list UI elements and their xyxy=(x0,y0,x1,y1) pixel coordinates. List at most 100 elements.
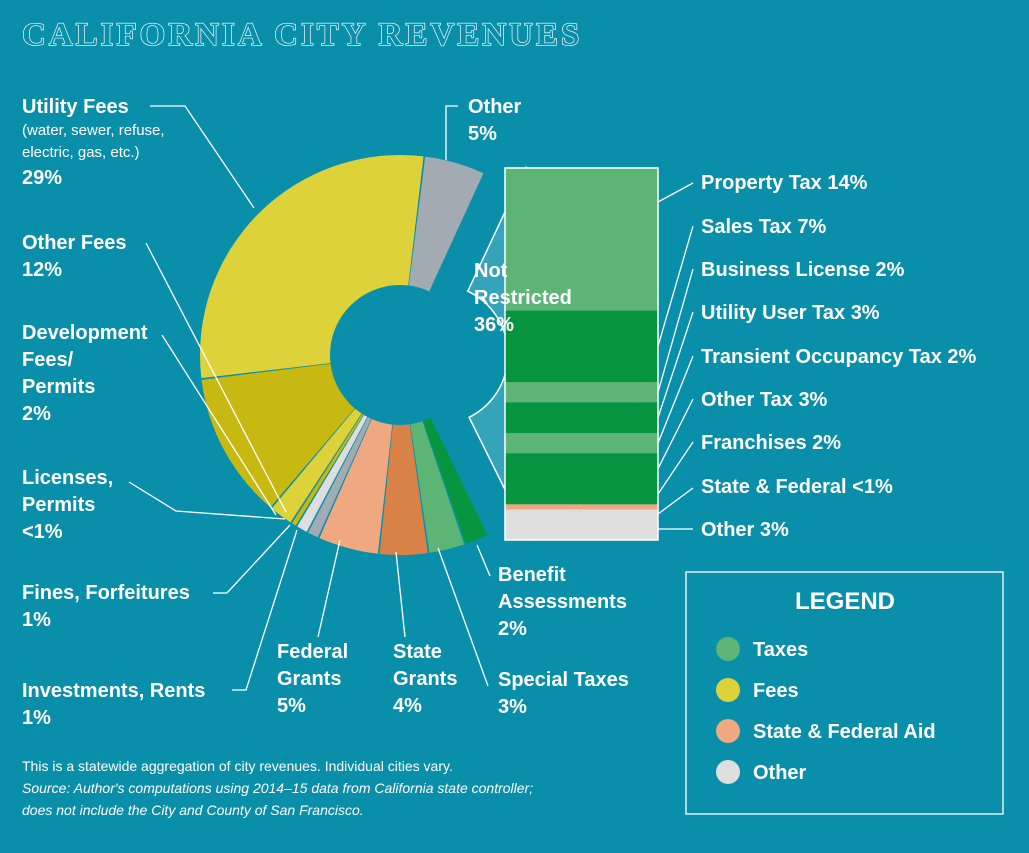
label-utility-fees: Utility Fees (water, sewer, refuse, electr… xyxy=(22,96,165,189)
legend-label-other: Other xyxy=(753,762,807,784)
legend-swatch-state-federal-aid xyxy=(716,719,740,743)
legend-swatch-other xyxy=(716,760,740,784)
label-not-restricted-value: 36% xyxy=(474,314,514,336)
slice-labels: Utility Fees (water, sewer, refuse, electr… xyxy=(22,96,977,729)
donut-slice-development-fees xyxy=(271,408,362,523)
label-other-fees-name-0: Other Fees xyxy=(22,232,126,254)
donut-slice-investments-rents xyxy=(308,417,372,538)
label-investments-rents: Investments, Rents 1% xyxy=(22,680,205,729)
leader-breakdown-sales-tax xyxy=(657,225,694,347)
label-special-taxes-name-0: Special Taxes xyxy=(498,669,629,691)
breakdown-label-franchises: Franchises 2% xyxy=(701,432,841,454)
breakdown-bar xyxy=(504,167,659,541)
label-investments-rents-name-0: Investments, Rents xyxy=(22,680,205,702)
leader-lines xyxy=(128,105,694,691)
label-development-fees-name-1: Fees/ xyxy=(22,349,74,371)
label-benefit-assessments-name-0: Benefit xyxy=(498,564,566,586)
legend-title: LEGEND xyxy=(795,588,895,615)
breakdown-label-other-tax: Other Tax 3% xyxy=(701,389,828,411)
donut-slice-state-grants xyxy=(379,424,428,555)
label-utility-fees-name-0: Utility Fees xyxy=(22,96,129,118)
label-other-name-0: Other xyxy=(468,96,522,118)
leader-other xyxy=(445,105,458,160)
label-utility-fees-value: 29% xyxy=(22,167,62,189)
leader-licenses-permits xyxy=(128,481,286,520)
leader-breakdown-transient-occupancy-tax xyxy=(657,355,694,444)
label-development-fees-name-2: Permits xyxy=(22,376,95,398)
leader-breakdown-other-tax xyxy=(657,398,694,469)
legend-items: Taxes Fees State & Federal Aid Other xyxy=(716,637,936,784)
leader-special-taxes xyxy=(437,547,489,687)
donut-slice-other-fees xyxy=(201,363,355,508)
breakdown-segment-other xyxy=(505,509,658,540)
label-licenses-permits-value: <1% xyxy=(22,521,63,543)
breakdown-label-utility-user-tax: Utility User Tax 3% xyxy=(701,302,880,324)
breakdown-label-other: Other 3% xyxy=(701,519,789,541)
breakdown-label-business-license: Business License 2% xyxy=(701,259,905,281)
breakdown-segment-transient-occupancy-tax xyxy=(505,432,658,454)
breakdown-segment-business-license xyxy=(505,382,658,403)
breakdown-label-transient-occupancy-tax: Transient Occupancy Tax 2% xyxy=(701,346,977,368)
breakdown-label-state-federal: State & Federal <1% xyxy=(701,476,893,498)
label-not-restricted: Not Restricted 36% xyxy=(474,260,572,336)
chart-title: CALIFORNIA CITY REVENUES xyxy=(22,17,582,53)
label-licenses-permits-name-1: Permits xyxy=(22,494,95,516)
leader-federal-grants xyxy=(317,539,341,638)
label-utility-fees-note-0: (water, sewer, refuse, xyxy=(22,122,165,139)
breakdown-label-sales-tax: Sales Tax 7% xyxy=(701,216,826,238)
leader-investments-rents xyxy=(232,529,298,691)
legend-label-fees: Fees xyxy=(753,680,799,702)
label-development-fees-name-0: Development xyxy=(22,322,148,344)
breakdown-label-property-tax: Property Tax 14% xyxy=(701,172,868,194)
leader-fines-forfeitures xyxy=(213,524,291,594)
label-development-fees-value: 2% xyxy=(22,403,51,425)
label-state-grants-name-1: Grants xyxy=(393,668,457,690)
donut-slice-fines-forfeitures xyxy=(297,415,368,532)
label-fines-forfeitures: Fines, Forfeitures 1% xyxy=(22,582,190,631)
leader-breakdown-utility-user-tax xyxy=(657,311,694,418)
donut-slice-special-taxes xyxy=(410,421,465,553)
leader-breakdown-business-license xyxy=(657,268,694,393)
leader-other-fees xyxy=(145,242,287,513)
footnote: This is a statewide aggregation of city … xyxy=(22,758,533,818)
breakdown-segment-sales-tax xyxy=(505,310,658,383)
label-licenses-permits-name-0: Licenses, xyxy=(22,467,113,489)
legend: LEGEND Taxes Fees State & Federal Aid Other xyxy=(685,571,1004,815)
label-not-restricted-name-0: Not xyxy=(474,260,508,282)
label-fines-forfeitures-name-0: Fines, Forfeitures xyxy=(22,582,190,604)
breakdown-segment-state-federal xyxy=(505,504,658,510)
breakdown-bar-frame xyxy=(504,167,659,541)
label-other-value: 5% xyxy=(468,123,497,145)
label-fines-forfeitures-value: 1% xyxy=(22,609,51,631)
label-other-fees: Other Fees 12% xyxy=(22,232,126,281)
leader-utility-fees xyxy=(150,105,255,209)
footnote-line-1: This is a statewide aggregation of city … xyxy=(22,758,453,774)
legend-box xyxy=(685,571,1004,815)
donut-slice-licenses-permits xyxy=(291,413,364,526)
label-state-grants: State Grants 4% xyxy=(393,641,457,717)
legend-label-state-federal-aid: State & Federal Aid xyxy=(753,721,936,743)
label-federal-grants: Federal Grants 5% xyxy=(277,641,348,717)
label-benefit-assessments: Benefit Assessments 2% xyxy=(498,564,627,640)
label-benefit-assessments-value: 2% xyxy=(498,618,527,640)
label-development-fees: Development Fees/Permits 2% xyxy=(22,322,148,425)
label-special-taxes: Special Taxes 3% xyxy=(498,669,629,718)
label-special-taxes-value: 3% xyxy=(498,696,527,718)
donut-slice-other xyxy=(408,156,484,292)
leader-development-fees xyxy=(161,334,277,516)
label-federal-grants-value: 5% xyxy=(277,695,306,717)
legend-label-taxes: Taxes xyxy=(753,639,808,661)
leader-breakdown-property-tax xyxy=(657,182,694,203)
breakdown-segment-utility-user-tax xyxy=(505,402,658,433)
donut-slice-utility-fees xyxy=(200,154,424,379)
footnote-source-line-2: Source: Author's computations using 2014… xyxy=(22,780,533,796)
label-licenses-permits: Licenses, Permits <1% xyxy=(22,467,113,543)
footnote-source-line-3: does not include the City and County of … xyxy=(22,802,364,818)
donut-slice-federal-grants xyxy=(319,419,393,554)
breakdown-segment-franchises xyxy=(505,483,658,505)
legend-swatch-fees xyxy=(716,678,740,702)
label-benefit-assessments-name-1: Assessments xyxy=(498,591,627,613)
label-utility-fees-note-1: electric, gas, etc.) xyxy=(22,144,140,161)
label-investments-rents-value: 1% xyxy=(22,707,51,729)
